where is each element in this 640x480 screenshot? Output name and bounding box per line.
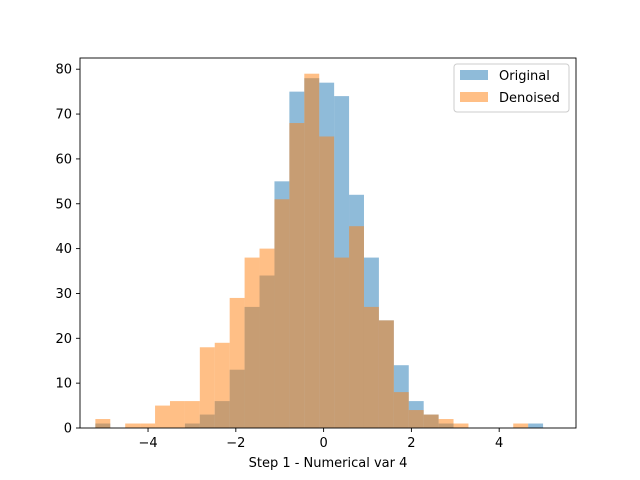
bar-denoised (513, 423, 529, 428)
y-tick-label: 40 (55, 242, 72, 257)
bar-denoised (423, 414, 439, 428)
bar-denoised (244, 257, 260, 428)
x-tick-label: 2 (407, 436, 415, 451)
x-tick-label: 4 (495, 436, 503, 451)
x-axis: −4 −2 0 2 4 (138, 428, 503, 451)
plot-frame (79, 57, 577, 429)
y-tick-label: 50 (55, 197, 72, 212)
y-axis: 0 10 20 30 40 50 60 70 80 (55, 63, 80, 437)
bar-denoised (214, 342, 230, 428)
x-axis-label: Step 1 - Numerical var 4 (249, 456, 408, 471)
y-tick-label: 70 (55, 108, 72, 123)
bar-denoised (125, 423, 141, 428)
bar-denoised (334, 257, 350, 428)
bar-denoised (140, 423, 156, 428)
legend-swatch-original (460, 70, 488, 80)
bar-denoised (408, 410, 424, 428)
bar-denoised (155, 405, 170, 428)
y-tick-label: 60 (55, 152, 72, 167)
bar-denoised (378, 320, 394, 428)
bar-denoised (199, 347, 215, 428)
series-denoised (95, 73, 529, 429)
bar-denoised (289, 123, 305, 428)
bar-denoised (304, 73, 320, 428)
bar-denoised (453, 423, 469, 428)
bars-layer (95, 73, 544, 429)
bar-denoised (363, 306, 379, 428)
bar-original (528, 423, 544, 428)
bar-denoised (229, 297, 245, 428)
y-tick-label: 30 (55, 287, 72, 302)
bar-denoised (274, 199, 290, 428)
x-tick-label: −2 (226, 436, 245, 451)
legend-swatch-denoised (460, 92, 488, 102)
x-tick-label: 0 (319, 436, 327, 451)
bar-denoised (393, 392, 409, 428)
bar-denoised (95, 419, 111, 428)
bar-denoised (349, 226, 364, 428)
legend-label-original: Original (499, 69, 550, 84)
legend: Original Denoised (453, 63, 570, 113)
y-tick-label: 20 (55, 332, 72, 347)
y-tick-label: 80 (55, 63, 72, 78)
bar-denoised (259, 248, 275, 428)
bar-denoised (319, 136, 335, 429)
bar-denoised (184, 401, 200, 428)
bar-denoised (169, 401, 185, 428)
legend-label-denoised: Denoised (499, 91, 560, 106)
bar-denoised (438, 419, 454, 428)
y-tick-label: 10 (55, 377, 72, 392)
y-tick-label: 0 (64, 422, 72, 437)
x-tick-label: −4 (138, 436, 157, 451)
